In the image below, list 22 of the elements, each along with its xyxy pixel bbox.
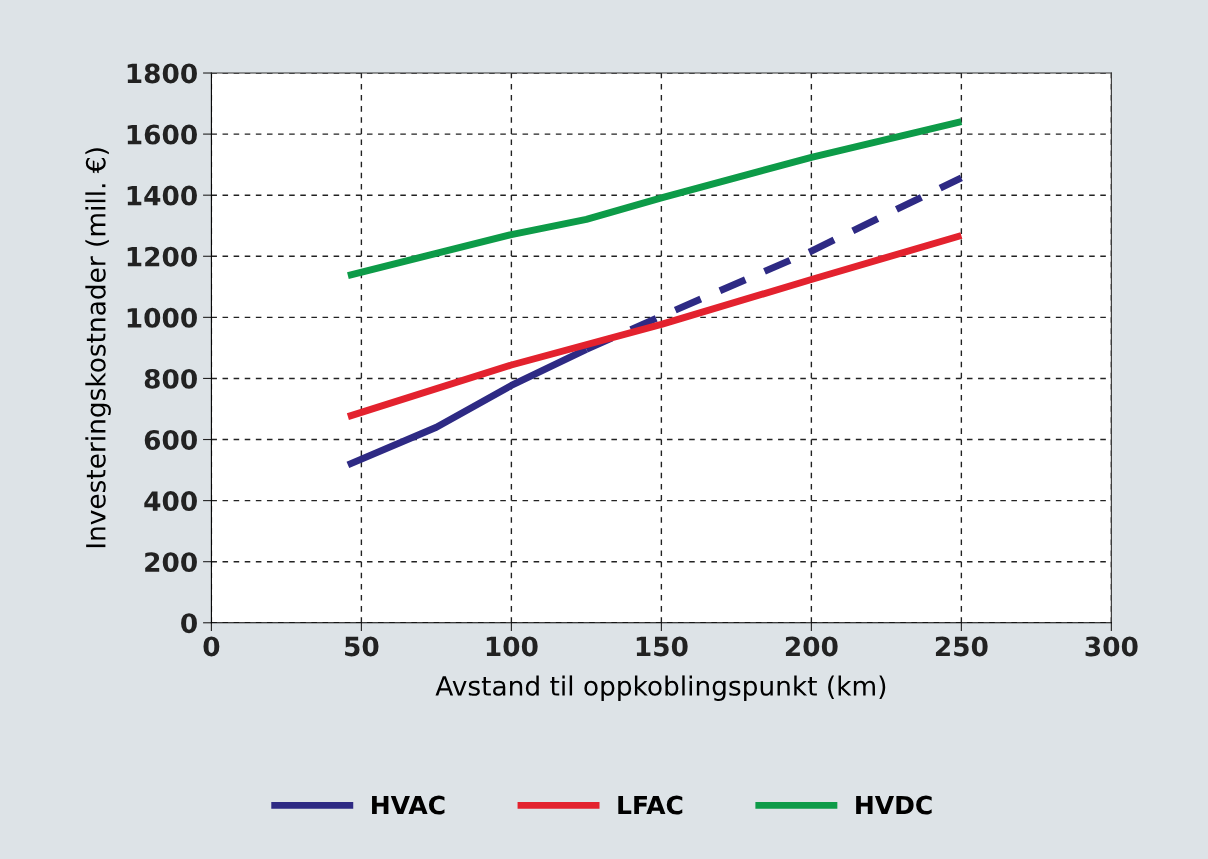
y-tick-label: 200 (145, 552, 197, 573)
x-tick-label: 200 (785, 636, 838, 657)
y-tick-label: 0 (181, 613, 197, 634)
x-axis-title: Avstand til oppkoblingspunkt (km) (435, 675, 886, 701)
x-tick-label: 300 (1085, 636, 1138, 657)
y-tick-label: 1600 (127, 124, 197, 145)
y-tick-label: 400 (144, 491, 197, 512)
y-tick-label: 1000 (127, 307, 197, 328)
x-tick-label: 150 (636, 636, 688, 657)
y-axis-title: Investeringskostnader (mill. €) (85, 148, 111, 548)
legend-label: HVAC (372, 795, 445, 815)
x-tick-label: 250 (935, 636, 988, 657)
legend-label: LFAC (618, 795, 683, 815)
legend-label: HVDC (856, 795, 932, 815)
y-tick-label: 1800 (127, 63, 197, 84)
y-tick-label: 800 (144, 368, 197, 389)
y-tick-label: 600 (144, 429, 197, 450)
y-tick-label: 1200 (127, 246, 197, 267)
x-tick-label: 100 (486, 636, 538, 657)
x-tick-label: 0 (203, 636, 220, 657)
x-tick-label: 50 (345, 636, 379, 657)
y-tick-label: 1400 (127, 185, 197, 206)
